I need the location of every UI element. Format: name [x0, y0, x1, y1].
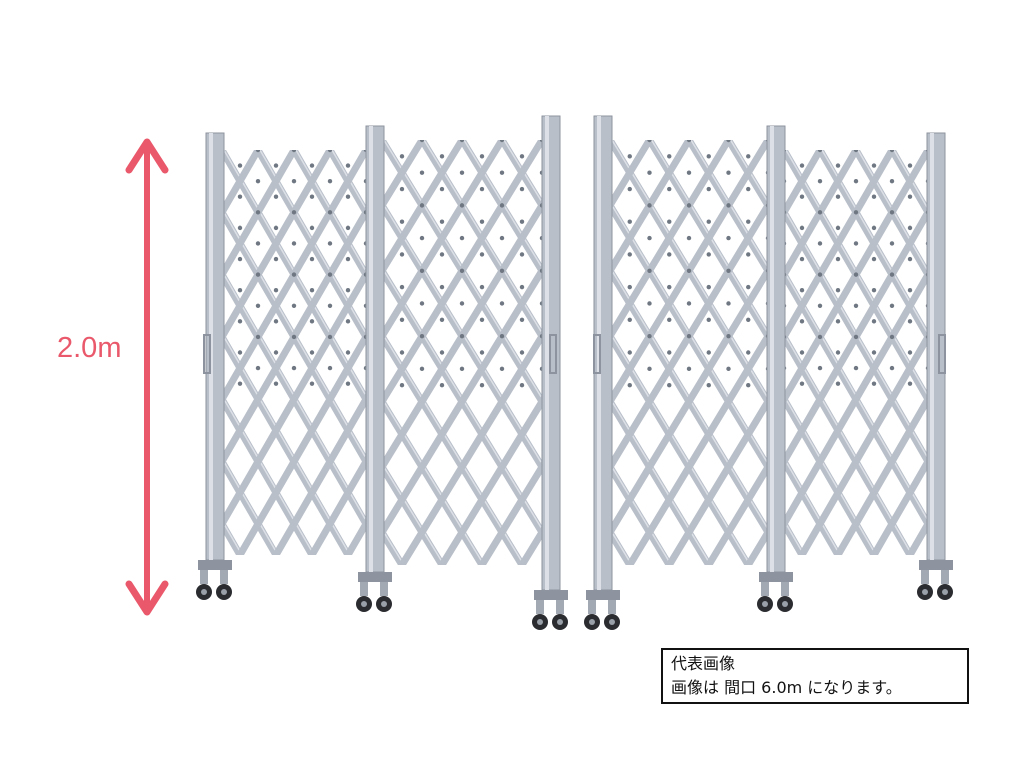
gate-handle: [938, 334, 946, 374]
lattice-panel: [610, 140, 768, 565]
expansion-gate: [196, 115, 953, 630]
gate-post: [365, 125, 385, 573]
gate-handle: [549, 334, 557, 374]
height-label: 2.0m: [57, 332, 122, 364]
lattice-panel: [382, 140, 542, 565]
gate-handle: [593, 334, 601, 374]
caption-line-2: 画像は 間口 6.0m になります。: [671, 678, 902, 697]
gate-post: [926, 132, 946, 561]
gate-post: [593, 115, 613, 591]
gate-post: [205, 132, 225, 561]
gate-handle: [203, 334, 211, 374]
gate-post: [766, 125, 786, 573]
caption-box: 代表画像 画像は 間口 6.0m になります。: [661, 648, 969, 704]
lattice-panel: [222, 150, 366, 555]
caption-line-1: 代表画像: [671, 654, 736, 673]
height-dimension-arrow: [125, 138, 169, 616]
